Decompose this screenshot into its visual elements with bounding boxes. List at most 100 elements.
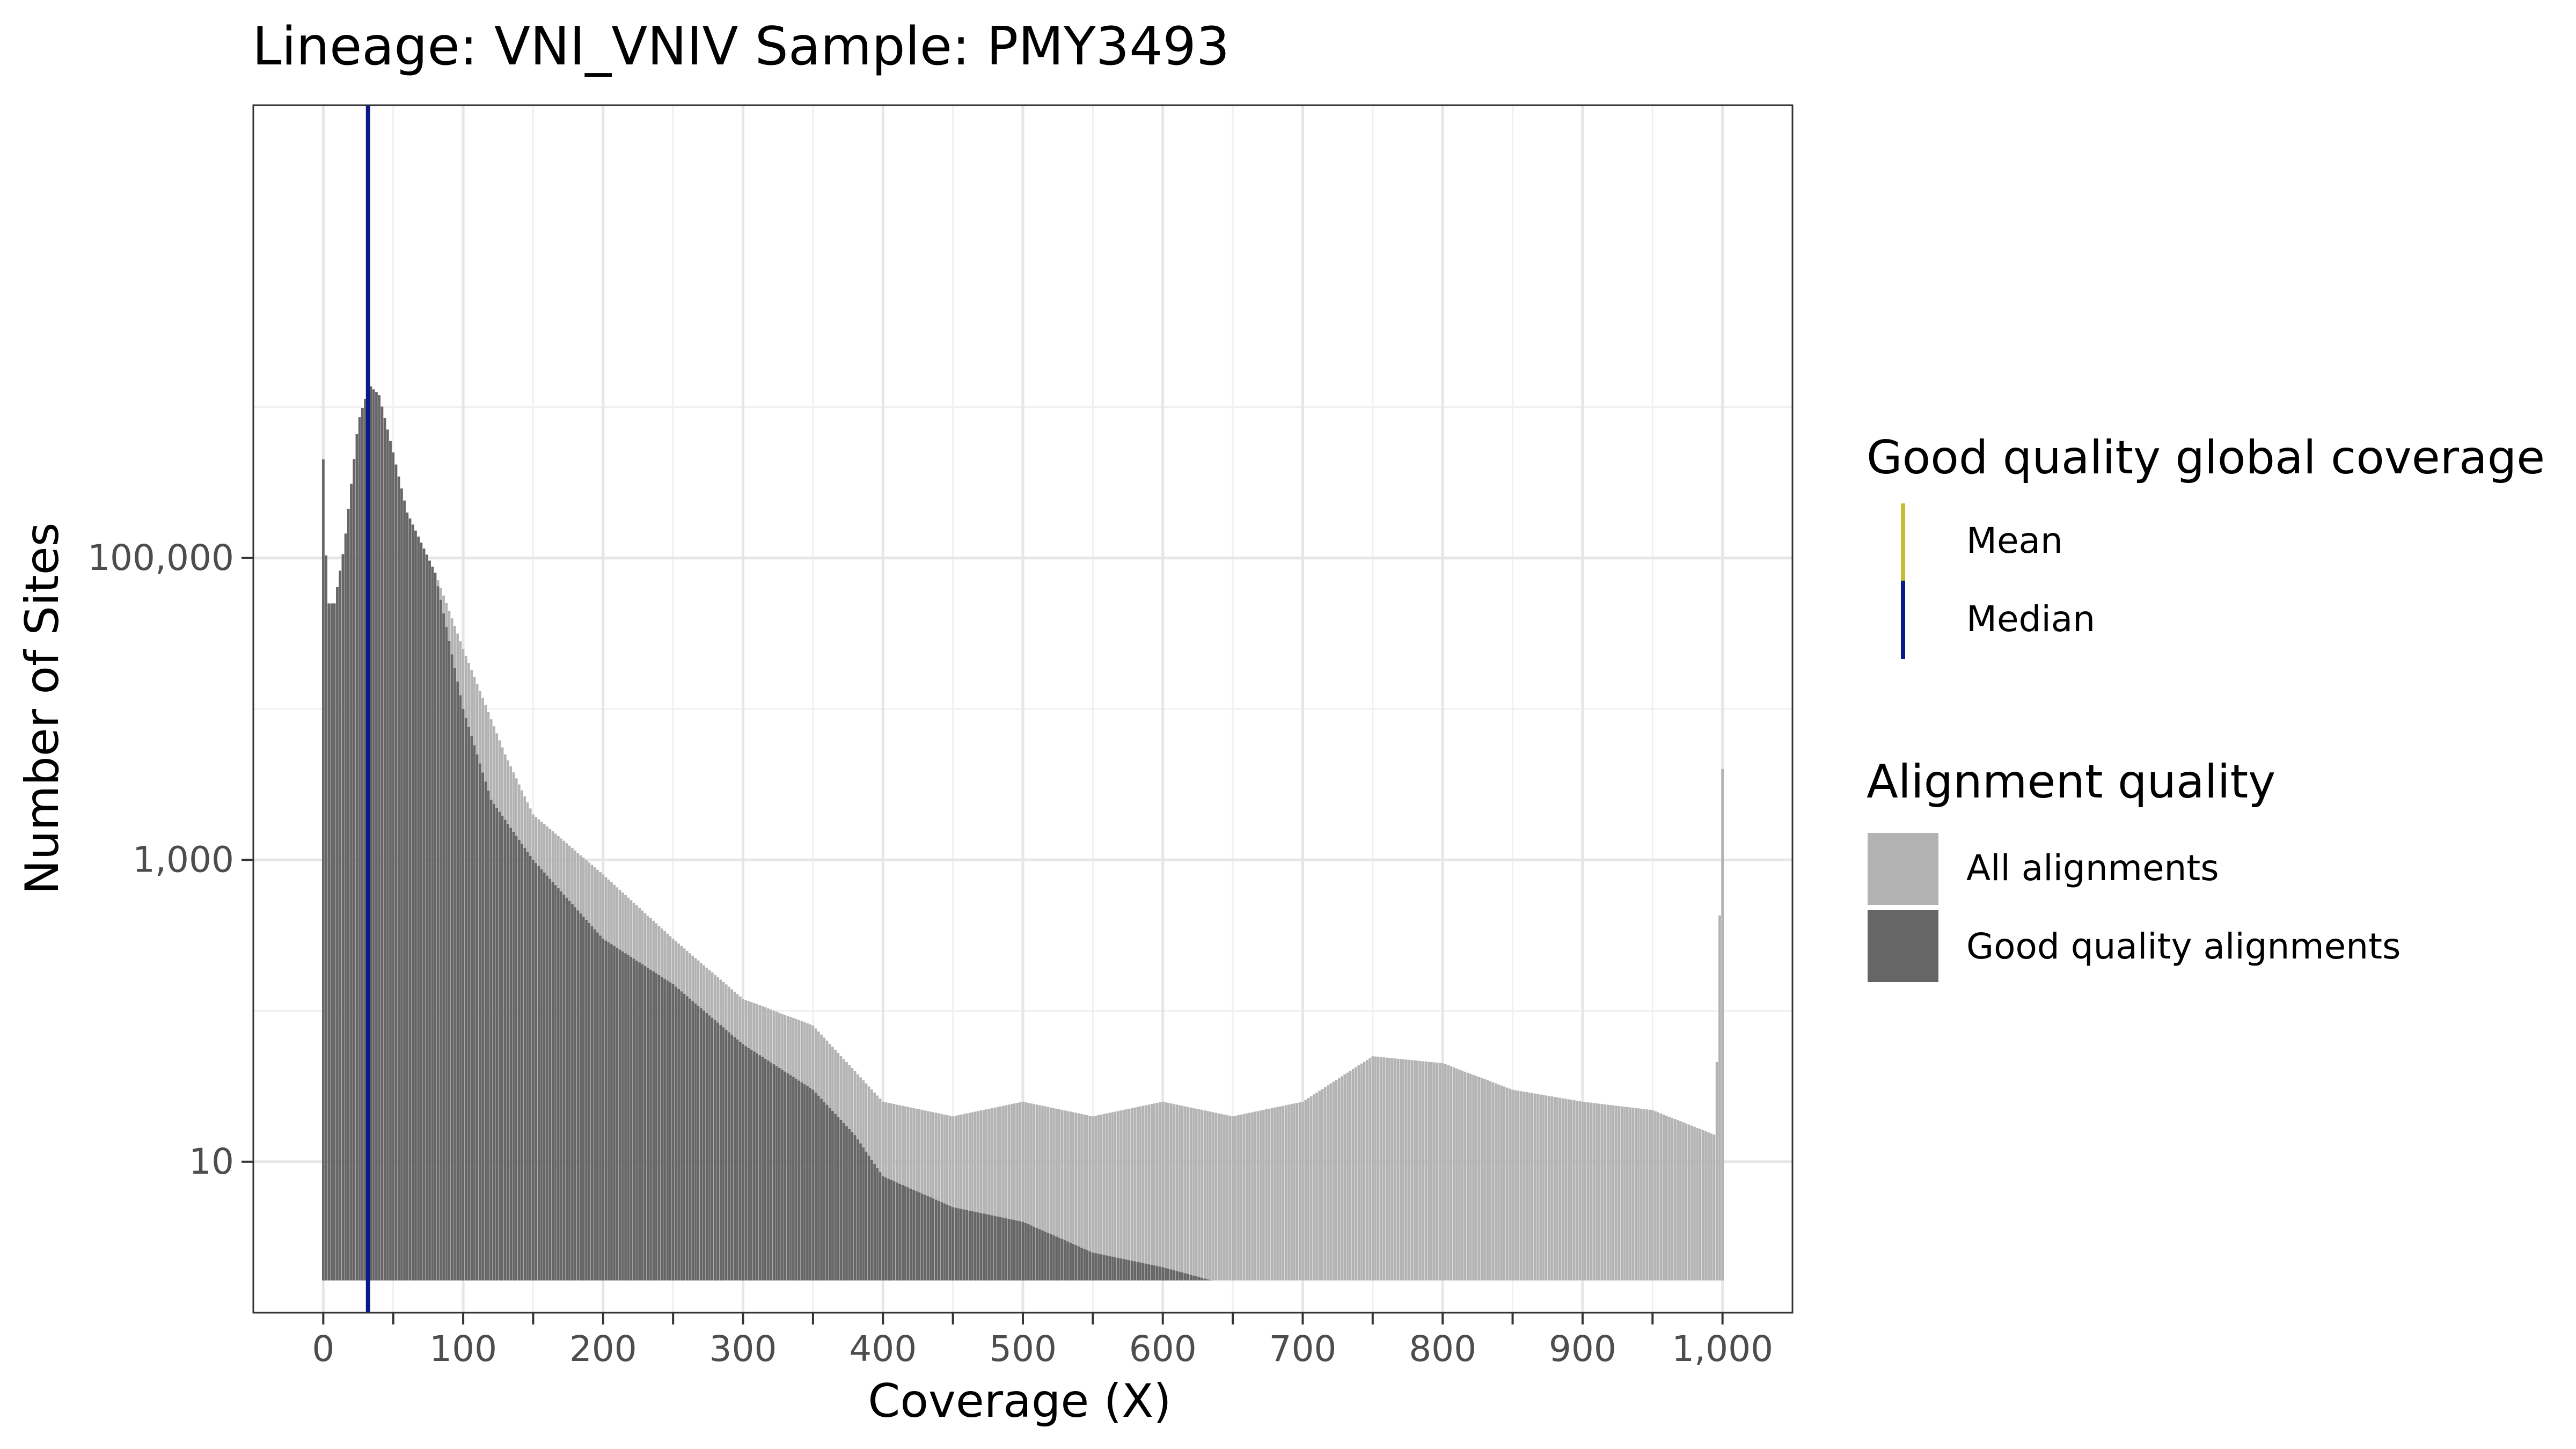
x-tick-label: 900 bbox=[1549, 1328, 1616, 1370]
histogram-bar bbox=[1351, 1069, 1355, 1280]
histogram-bar bbox=[420, 543, 423, 1280]
histogram-bar bbox=[1007, 1219, 1011, 1280]
histogram-bar bbox=[375, 392, 378, 1281]
histogram-bar bbox=[1631, 1108, 1635, 1280]
histogram-bar bbox=[1161, 1267, 1165, 1280]
histogram-bar bbox=[1077, 1246, 1080, 1280]
histogram-bar bbox=[1572, 1100, 1576, 1280]
histogram-bar bbox=[1363, 1062, 1366, 1280]
histogram-bar bbox=[683, 993, 686, 1280]
histogram-bar bbox=[1444, 1064, 1447, 1280]
histogram-bar bbox=[988, 1108, 991, 1280]
histogram-bar bbox=[1217, 1113, 1220, 1280]
histogram-bar bbox=[1662, 1114, 1665, 1280]
histogram-bar bbox=[724, 1030, 728, 1280]
histogram-bar bbox=[820, 1099, 823, 1280]
histogram-bar bbox=[1150, 1264, 1153, 1280]
histogram-bar bbox=[1021, 1221, 1024, 1280]
histogram-bar bbox=[1523, 1092, 1525, 1280]
histogram-bar bbox=[993, 1107, 997, 1280]
histogram-bar bbox=[621, 952, 624, 1280]
histogram-bar bbox=[977, 1212, 979, 1280]
histogram-bar bbox=[1131, 1108, 1133, 1280]
histogram-bar bbox=[473, 745, 476, 1280]
histogram-bar bbox=[867, 1155, 870, 1280]
histogram-bar bbox=[1147, 1104, 1151, 1280]
histogram-bar bbox=[635, 960, 638, 1280]
histogram-bar bbox=[1491, 1082, 1495, 1280]
histogram-bar bbox=[1030, 1103, 1033, 1280]
histogram-bar bbox=[1436, 1063, 1439, 1280]
histogram-bar bbox=[938, 1113, 940, 1280]
histogram-bar bbox=[1013, 1220, 1016, 1280]
histogram-bar bbox=[1539, 1094, 1542, 1280]
histogram-bar bbox=[1335, 1080, 1338, 1280]
histogram-bar bbox=[1578, 1101, 1582, 1280]
histogram-bar bbox=[960, 1209, 963, 1280]
histogram-bar bbox=[1007, 1104, 1011, 1280]
chart-title: Lineage: VNI_VNIV Sample: PMY3493 bbox=[252, 16, 1230, 77]
histogram-bar bbox=[806, 1086, 809, 1280]
histogram-bar bbox=[1167, 1269, 1170, 1280]
histogram-bar bbox=[1086, 1115, 1089, 1280]
histogram-bar bbox=[1234, 1115, 1237, 1280]
histogram-bar bbox=[560, 891, 562, 1280]
histogram-bar bbox=[1033, 1226, 1036, 1280]
histogram-bar bbox=[1228, 1115, 1232, 1280]
histogram-bar bbox=[574, 907, 577, 1280]
histogram-bar bbox=[568, 901, 571, 1280]
histogram-bar bbox=[971, 1211, 974, 1280]
histogram-bar bbox=[1553, 1096, 1556, 1280]
histogram-bar bbox=[1486, 1080, 1489, 1280]
histogram-bar bbox=[828, 1108, 831, 1280]
histogram-bar bbox=[803, 1084, 806, 1280]
histogram-bar bbox=[1114, 1257, 1117, 1280]
histogram-bar bbox=[657, 975, 661, 1280]
histogram-bar bbox=[1141, 1263, 1145, 1280]
histogram-bar bbox=[1427, 1062, 1430, 1280]
histogram-bar bbox=[738, 1042, 742, 1280]
histogram-bar bbox=[1519, 1091, 1523, 1280]
histogram-bar bbox=[946, 1204, 949, 1280]
histogram-bar bbox=[1696, 1128, 1699, 1280]
histogram-bar bbox=[562, 894, 566, 1280]
histogram-bar bbox=[1027, 1103, 1030, 1280]
histogram-bar bbox=[1133, 1107, 1136, 1280]
histogram-bar bbox=[1318, 1091, 1321, 1280]
histogram-bar bbox=[1206, 1279, 1209, 1280]
histogram-bar bbox=[926, 1111, 930, 1280]
histogram-bar bbox=[1170, 1103, 1173, 1280]
histogram-bar bbox=[1634, 1108, 1637, 1280]
histogram-bar bbox=[1458, 1069, 1461, 1280]
histogram-bar bbox=[1119, 1258, 1122, 1280]
histogram-bar bbox=[1293, 1103, 1296, 1280]
histogram-bar bbox=[1097, 1254, 1100, 1280]
histogram-bar bbox=[571, 904, 574, 1280]
histogram-bar bbox=[1332, 1081, 1335, 1280]
histogram-bar bbox=[1682, 1122, 1685, 1280]
histogram-bar bbox=[892, 1181, 896, 1280]
histogram-bar bbox=[1052, 1235, 1055, 1280]
histogram-bar bbox=[954, 1208, 957, 1280]
histogram-bar bbox=[778, 1067, 781, 1280]
histogram-bar bbox=[1615, 1106, 1618, 1280]
histogram-bar bbox=[467, 727, 470, 1280]
histogram-bar bbox=[1284, 1105, 1287, 1280]
histogram-bar bbox=[770, 1062, 773, 1280]
histogram-bar bbox=[1125, 1260, 1128, 1280]
histogram-bar bbox=[1114, 1111, 1117, 1280]
histogram-bar bbox=[1125, 1109, 1128, 1280]
histogram-bar bbox=[1508, 1088, 1511, 1280]
histogram-bar bbox=[999, 1217, 1002, 1280]
histogram-bar bbox=[1430, 1062, 1433, 1280]
histogram-bar bbox=[1184, 1106, 1187, 1280]
histogram-bar bbox=[1122, 1259, 1125, 1280]
histogram-bar bbox=[1413, 1060, 1416, 1280]
histogram-bar bbox=[392, 452, 395, 1280]
histogram-bar bbox=[1063, 1240, 1066, 1280]
histogram-bar bbox=[411, 524, 414, 1280]
histogram-bar bbox=[1102, 1255, 1106, 1280]
histogram-bar bbox=[1699, 1129, 1702, 1280]
histogram-bar bbox=[1307, 1098, 1310, 1280]
histogram-bar bbox=[1707, 1132, 1710, 1280]
